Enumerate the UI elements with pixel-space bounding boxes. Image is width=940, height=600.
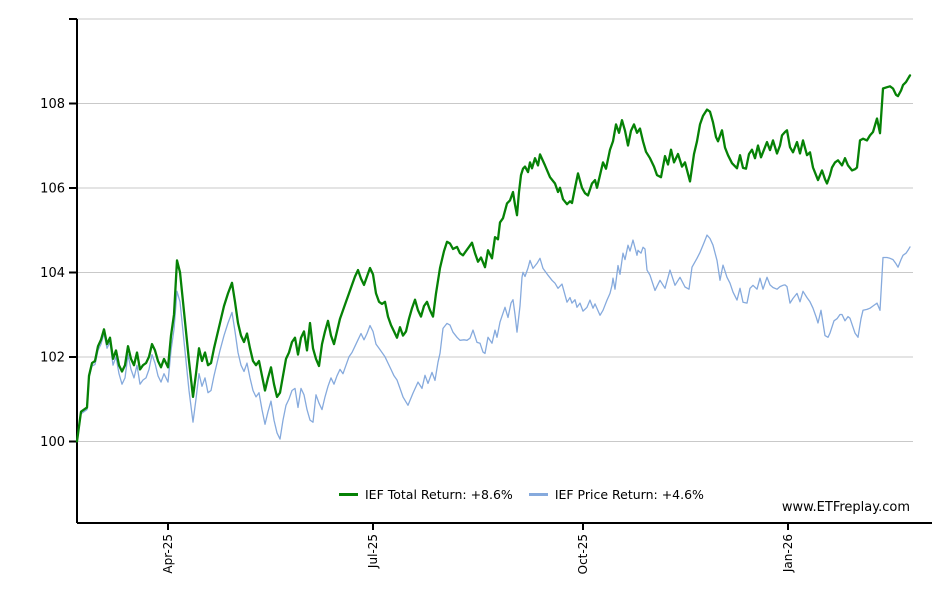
legend-item-price-return: IEF Price Return: +4.6% [528,487,704,502]
svg-text:Jan-26: Jan-26 [781,534,795,573]
total-return-line-swatch-icon [339,493,358,496]
price-return-legend-label: IEF Price Return: +4.6% [554,487,704,502]
svg-text:Jul-25: Jul-25 [366,534,380,569]
chart-legend: IEF Total Return: +8.6% IEF Price Return… [339,487,704,502]
svg-text:102: 102 [40,350,65,365]
legend-item-total-return: IEF Total Return: +8.6% [339,487,513,502]
svg-text:Oct-25: Oct-25 [576,534,590,574]
svg-text:106: 106 [40,181,65,196]
svg-text:100: 100 [40,435,65,450]
svg-text:Apr-25: Apr-25 [161,534,175,574]
svg-text:108: 108 [40,97,65,112]
price-return-line-swatch-icon [528,493,548,496]
svg-text:104: 104 [40,266,65,281]
total-return-legend-label: IEF Total Return: +8.6% [365,487,513,502]
etfreplay-watermark: www.ETFreplay.com [781,500,910,515]
